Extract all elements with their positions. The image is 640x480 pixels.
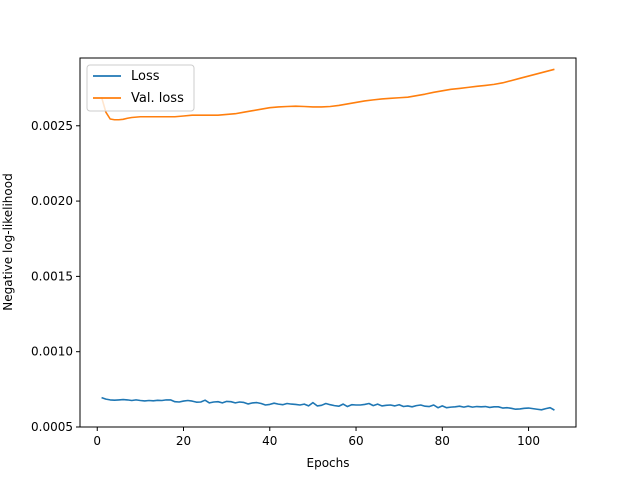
plot-frame: [79, 57, 577, 428]
y-axis: 0.0005 0.0010 0.0015 0.0020 0.0025: [31, 119, 80, 434]
x-tick-label: 100: [517, 434, 540, 448]
plot-area: [80, 58, 576, 427]
x-tick-label: 80: [435, 434, 450, 448]
y-tick-label: 0.0025: [31, 119, 73, 133]
y-tick-label: 0.0005: [31, 420, 73, 434]
x-axis: 0 20 40 60 80 100: [93, 427, 540, 448]
x-axis-label: Epochs: [307, 456, 350, 470]
y-tick-label: 0.0020: [31, 194, 73, 208]
series-layer: [100, 68, 555, 411]
x-tick-label: 40: [262, 434, 277, 448]
legend-label-val-loss: Val. loss: [131, 91, 184, 106]
y-tick-label: 0.0015: [31, 269, 73, 283]
legend-label-loss: Loss: [131, 69, 160, 84]
series-line-val-loss: [100, 68, 555, 121]
x-tick-label: 20: [176, 434, 191, 448]
y-tick-label: 0.0010: [31, 345, 73, 359]
y-axis-label: Negative log-likelihood: [1, 173, 15, 310]
x-tick-label: 0: [93, 434, 101, 448]
x-tick-label: 60: [348, 434, 363, 448]
legend: Loss Val. loss: [86, 64, 195, 112]
series-line-loss: [101, 396, 555, 411]
